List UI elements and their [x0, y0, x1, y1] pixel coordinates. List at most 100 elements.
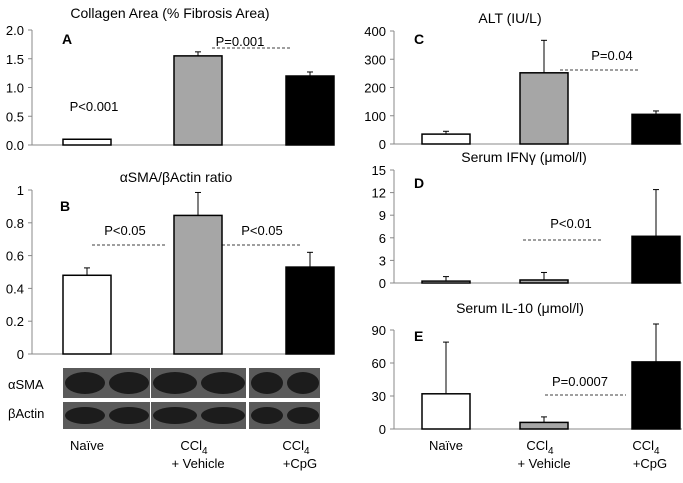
category-label-ccl4: CCl4	[526, 438, 554, 457]
y-tick-label: 0	[379, 422, 386, 437]
ccl4-main: CCl	[526, 438, 548, 453]
category-label-ccl4: CCl4	[180, 438, 208, 457]
chart-panel-c: ALT (IU/L) C 0 100 200 300 400 P=0.04	[364, 10, 682, 152]
y-tick-label: 30	[372, 389, 386, 404]
blot-band	[201, 372, 245, 394]
chart-panel-e: Serum IL-10 (μmol/l) E 0 30 60 90 P=0.0007	[372, 300, 682, 437]
y-tick-label: 0.8	[6, 216, 24, 231]
chart-panel-a: Collagen Area (% Fibrosis Area) A 0.0 0.5 1.…	[6, 5, 335, 153]
ccl4-subscript: 4	[548, 446, 554, 457]
category-label-cpg: +CpG	[283, 456, 317, 471]
category-label-ccl4: CCl4	[282, 438, 310, 457]
blot-band	[251, 407, 283, 424]
p-value-annotation: P<0.01	[550, 216, 592, 231]
bar	[285, 266, 335, 355]
p-value-annotation: P=0.0007	[552, 374, 608, 389]
bar	[631, 235, 681, 284]
bar	[519, 421, 569, 430]
bar	[62, 274, 112, 355]
blot-band	[65, 372, 105, 394]
chart-title: Serum IL-10 (μmol/l)	[456, 300, 584, 316]
category-label-vehicle: + Vehicle	[517, 456, 570, 471]
blot-label-bactin: βActin	[8, 406, 44, 421]
category-label-vehicle: + Vehicle	[171, 456, 224, 471]
blot-band	[153, 372, 197, 394]
y-tick-label: 300	[364, 52, 386, 67]
ccl4-main: CCl	[632, 438, 654, 453]
ccl4-subscript: 4	[654, 446, 660, 457]
p-value-annotation: P<0.001	[70, 99, 119, 114]
category-label-ccl4: CCl4	[632, 438, 660, 457]
y-tick-label: 200	[364, 81, 386, 96]
chart-title: αSMA/βActin ratio	[120, 169, 233, 185]
y-tick-label: 15	[372, 163, 386, 178]
y-tick-label: 1.0	[6, 81, 24, 96]
category-label-naive: Naïve	[429, 438, 463, 453]
chart-title: Collagen Area (% Fibrosis Area)	[70, 5, 269, 21]
blot-band	[251, 372, 283, 394]
y-tick-label: 9	[379, 208, 386, 223]
panel-letter: D	[414, 175, 424, 191]
category-label-naive: Naïve	[70, 438, 104, 453]
bar	[631, 361, 681, 430]
bar	[631, 113, 681, 145]
blot-band	[287, 407, 319, 424]
ccl4-subscript: 4	[304, 446, 310, 457]
blot-band	[109, 407, 149, 424]
bar	[421, 393, 471, 430]
y-tick-label: 2.0	[6, 23, 24, 38]
y-tick-label: 100	[364, 109, 386, 124]
y-tick-label: 60	[372, 356, 386, 371]
y-tick-label: 0	[17, 347, 24, 362]
y-tick-label: 1.5	[6, 52, 24, 67]
category-label-cpg: +CpG	[633, 456, 667, 471]
y-tick-label: 0	[379, 276, 386, 291]
bar	[519, 72, 569, 145]
y-tick-label: 1	[17, 183, 24, 198]
p-value-annotation: P=0.001	[216, 34, 265, 49]
panel-letter: A	[62, 31, 72, 47]
y-tick-label: 0.2	[6, 314, 24, 329]
bar	[285, 75, 335, 146]
chart-title: ALT (IU/L)	[478, 10, 541, 26]
y-tick-label: 6	[379, 231, 386, 246]
bar	[173, 214, 223, 355]
panel-letter: C	[414, 31, 424, 47]
p-value-annotation: P<0.05	[104, 223, 146, 238]
western-blot: αSMA βActin	[8, 368, 322, 429]
y-tick-label: 0.4	[6, 281, 24, 296]
ccl4-subscript: 4	[202, 446, 208, 457]
bar	[421, 280, 471, 284]
y-tick-label: 0.0	[6, 138, 24, 153]
bar	[173, 55, 223, 146]
chart-title: Serum IFNγ (μmol/l)	[461, 149, 587, 165]
blot-band	[109, 372, 149, 394]
blot-band	[153, 407, 197, 424]
blot-band	[65, 407, 105, 424]
blot-band	[201, 407, 245, 424]
chart-panel-d: Serum IFNγ (μmol/l) D 0 3 6 9 12 15 P<0.01	[372, 149, 682, 291]
chart-panel-b: αSMA/βActin ratio B 0 0.2 0.4 0.6 0.8 1 P<0.05 P<…	[6, 169, 335, 362]
blot-band	[287, 372, 319, 394]
ccl4-main: CCl	[282, 438, 304, 453]
y-tick-label: 90	[372, 323, 386, 338]
y-tick-label: 400	[364, 24, 386, 39]
y-tick-label: 0.5	[6, 109, 24, 124]
p-value-annotation: P<0.05	[241, 223, 283, 238]
y-tick-label: 0	[379, 137, 386, 152]
y-tick-label: 3	[379, 253, 386, 268]
bar	[421, 133, 471, 145]
ccl4-main: CCl	[180, 438, 202, 453]
panel-letter: E	[414, 328, 423, 344]
panel-letter: B	[60, 198, 70, 214]
bar	[62, 138, 112, 146]
blot-label-asma: αSMA	[8, 377, 44, 392]
y-tick-label: 0.6	[6, 249, 24, 264]
p-value-annotation: P=0.04	[591, 48, 633, 63]
y-tick-label: 12	[372, 186, 386, 201]
bar	[519, 279, 569, 284]
